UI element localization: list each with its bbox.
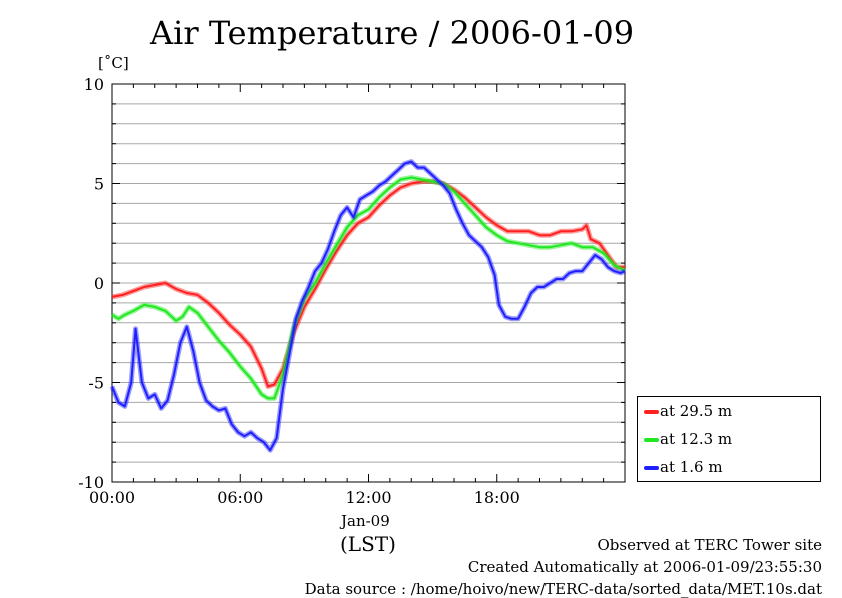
legend: at 29.5 m at 12.3 m at 1.6 m	[637, 396, 821, 482]
footer-site: Observed at TERC Tower site	[597, 536, 822, 554]
axis-ticks: 00:00 06:00 12:00 18:00 -10 -5 0 5 10	[78, 75, 626, 507]
y-tick-label: -5	[88, 374, 104, 393]
x-tick-label: 06:00	[217, 488, 263, 507]
x-tick-label: 12:00	[345, 488, 391, 507]
footer-source: Data source : /home/hoivo/new/TERC-data/…	[304, 580, 822, 598]
legend-swatch	[644, 438, 659, 442]
y-tick-label: -10	[78, 473, 104, 492]
x-axis-date-label: Jan-09	[341, 512, 390, 530]
y-axis-unit-label: [˚C]	[98, 54, 129, 72]
legend-item-1-6m: at 1.6 m	[638, 457, 820, 477]
y-tick-label: 10	[84, 75, 104, 94]
legend-item-12-3m: at 12.3 m	[638, 429, 820, 449]
legend-item-29-5m: at 29.5 m	[638, 401, 820, 421]
series-line-2	[111, 160, 626, 452]
legend-swatch	[644, 410, 659, 414]
chart-title: Air Temperature / 2006-01-09	[150, 14, 635, 52]
legend-label: at 29.5 m	[660, 402, 733, 420]
x-tick-label: 00:00	[89, 488, 135, 507]
series-line-1	[111, 176, 626, 400]
legend-label: at 1.6 m	[660, 458, 723, 476]
legend-swatch	[644, 466, 659, 470]
footer-created: Created Automatically at 2006-01-09/23:5…	[467, 558, 822, 576]
series-line-0	[111, 180, 625, 388]
legend-label: at 12.3 m	[660, 430, 733, 448]
series-halo	[110, 175, 627, 401]
y-tick-label: 0	[94, 274, 104, 293]
gridlines	[112, 103, 625, 463]
y-tick-label: 5	[94, 175, 104, 194]
x-axis-label: (LST)	[340, 532, 396, 556]
series-lines	[109, 159, 627, 453]
x-tick-label: 18:00	[474, 488, 520, 507]
